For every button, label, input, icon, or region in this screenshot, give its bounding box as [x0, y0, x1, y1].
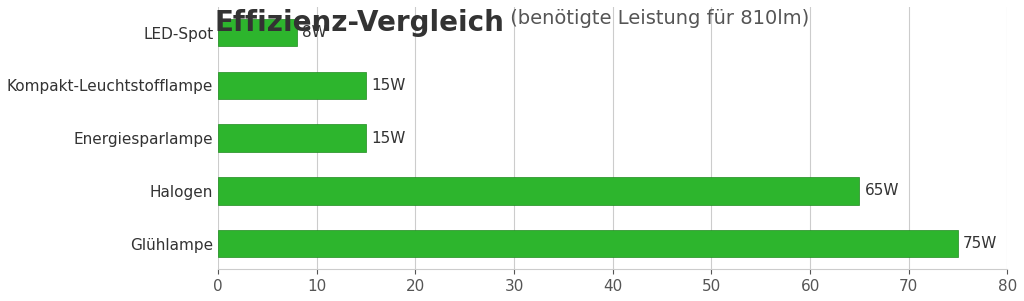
Text: 8W: 8W [302, 25, 327, 40]
Text: Effizienz-Vergleich: Effizienz-Vergleich [214, 9, 504, 37]
Text: (benötigte Leistung für 810lm): (benötigte Leistung für 810lm) [504, 9, 810, 28]
Text: 15W: 15W [371, 78, 406, 93]
Text: 75W: 75W [963, 236, 997, 251]
Bar [218, 124, 367, 152]
Bar [218, 177, 859, 205]
Text: 65W: 65W [864, 183, 899, 198]
Bar [218, 230, 958, 257]
Text: 15W: 15W [371, 131, 406, 146]
Bar [218, 72, 367, 99]
Bar [218, 19, 297, 46]
